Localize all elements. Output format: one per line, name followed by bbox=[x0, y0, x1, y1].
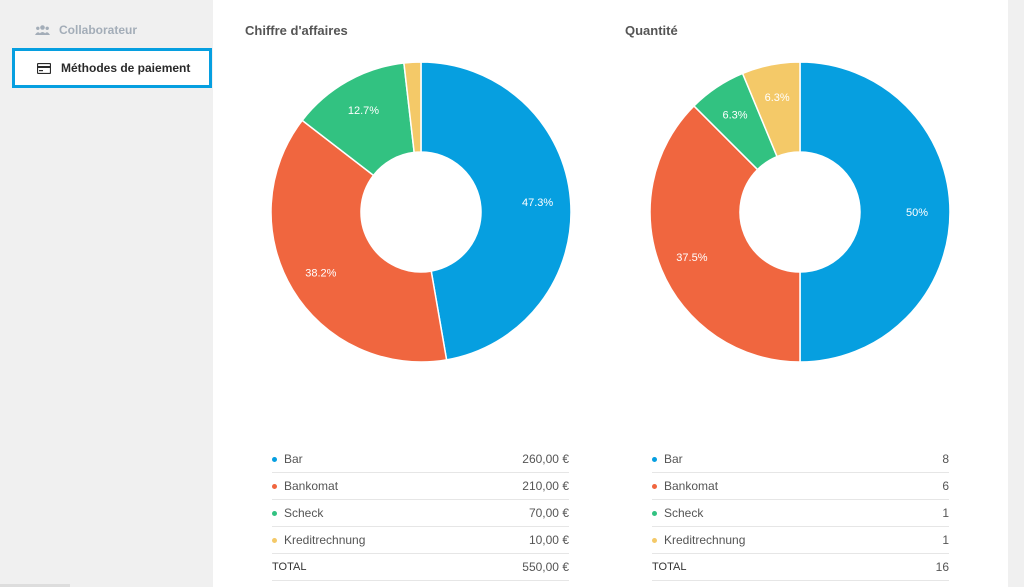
total-value: 16 bbox=[935, 560, 949, 574]
users-icon bbox=[34, 23, 50, 37]
legend-dot bbox=[652, 537, 657, 543]
pie-slice-bankomat bbox=[649, 104, 801, 363]
table-row: Bar 8 bbox=[652, 446, 949, 473]
pie-slice-kreditrechnung bbox=[741, 61, 801, 158]
slice-label-bar: 50% bbox=[906, 207, 928, 219]
slice-label-scheck: 12.7% bbox=[348, 105, 379, 117]
legend-value: 260,00 € bbox=[522, 452, 569, 466]
table-row: Scheck 1 bbox=[652, 500, 949, 527]
right-gutter bbox=[1008, 0, 1024, 587]
slice-label-bankomat: 37.5% bbox=[676, 252, 707, 264]
table-total-row: TOTAL 550,00 € bbox=[272, 554, 569, 581]
sidebar-item-label: Méthodes de paiement bbox=[61, 61, 191, 75]
slice-label-bankomat: 38.2% bbox=[305, 267, 336, 279]
table-row: Kreditrechnung 1 bbox=[652, 527, 949, 554]
scrollbar-track bbox=[0, 584, 70, 587]
pie-slice-kreditrechnung bbox=[403, 61, 422, 154]
legend-value: 10,00 € bbox=[528, 533, 569, 547]
table-row: Bankomat 210,00 € bbox=[272, 473, 569, 500]
legend-label: Scheck bbox=[664, 506, 704, 520]
legend-value: 1 bbox=[942, 533, 949, 547]
legend-dot bbox=[652, 456, 657, 462]
slice-label-kreditrechnung: 6.3% bbox=[765, 92, 790, 104]
table-row: Bankomat 6 bbox=[652, 473, 949, 500]
chart-title-chiffre-affaires: Chiffre d'affaires bbox=[245, 23, 348, 38]
legend-label: Bar bbox=[284, 452, 303, 466]
table-row: Kreditrechnung 10,00 € bbox=[272, 527, 569, 554]
legend-label: Kreditrechnung bbox=[284, 533, 366, 547]
legend-dot bbox=[272, 510, 277, 516]
slice-label-scheck: 6.3% bbox=[722, 110, 747, 122]
table-row: Bar 260,00 € bbox=[272, 446, 569, 473]
legend-dot bbox=[272, 483, 277, 489]
sidebar-item-collaborateur[interactable]: Collaborateur bbox=[14, 12, 208, 48]
legend-value: 6 bbox=[942, 479, 949, 493]
legend-value: 8 bbox=[942, 452, 949, 466]
total-label: TOTAL bbox=[652, 561, 687, 573]
table-total-row: TOTAL 16 bbox=[652, 554, 949, 581]
legend-label: Bankomat bbox=[664, 479, 719, 493]
table-row: Scheck 70,00 € bbox=[272, 500, 569, 527]
legend-dot bbox=[652, 483, 657, 489]
legend-dot bbox=[652, 510, 657, 516]
legend-value: 70,00 € bbox=[528, 506, 569, 520]
legend-label: Bar bbox=[664, 452, 683, 466]
legend-dot bbox=[272, 537, 277, 543]
sidebar: Collaborateur Méthodes de paiement bbox=[0, 0, 213, 587]
slice-label-bar: 47.3% bbox=[522, 197, 553, 209]
chart-title-quantite: Quantité bbox=[625, 23, 678, 38]
pie-slice-bar bbox=[799, 61, 951, 363]
legend-label: Kreditrechnung bbox=[664, 533, 746, 547]
legend-dot bbox=[272, 456, 277, 462]
sidebar-item-label: Collaborateur bbox=[59, 23, 138, 37]
legend-label: Bankomat bbox=[284, 479, 339, 493]
legend-value: 210,00 € bbox=[522, 479, 569, 493]
legend-value: 1 bbox=[942, 506, 949, 520]
pie-slice-bar bbox=[420, 61, 572, 361]
sidebar-item-methodes-de-paiement[interactable]: Méthodes de paiement bbox=[12, 48, 212, 88]
pie-slice-bankomat bbox=[270, 119, 448, 363]
total-label: TOTAL bbox=[272, 561, 307, 573]
total-value: 550,00 € bbox=[522, 560, 569, 574]
legend-label: Scheck bbox=[284, 506, 324, 520]
legend-table-quantite: Bar 8 Bankomat 6 Scheck 1 Kreditrechnung… bbox=[652, 446, 949, 581]
credit-card-icon bbox=[36, 61, 52, 75]
legend-table-chiffre-affaires: Bar 260,00 € Bankomat 210,00 € Scheck 70… bbox=[272, 446, 569, 581]
